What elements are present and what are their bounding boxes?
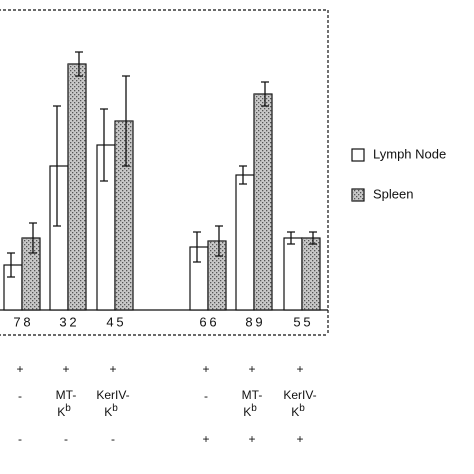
n-label: 4 — [106, 314, 113, 329]
bar-texture — [254, 94, 272, 310]
bar — [49, 165, 69, 311]
legend-label: Spleen — [373, 186, 413, 201]
legend-texture — [352, 189, 364, 201]
n-label: 5 — [293, 314, 300, 329]
condition-label: + — [62, 362, 69, 376]
condition-label: KerIV- — [283, 388, 316, 402]
n-label: 5 — [303, 314, 310, 329]
condition-label: Kb — [291, 403, 305, 420]
bar — [96, 144, 116, 311]
n-label: 8 — [245, 314, 252, 329]
condition-label: - — [204, 389, 208, 403]
error-bar — [261, 81, 269, 107]
bar — [189, 246, 209, 311]
condition-label: - — [18, 432, 22, 446]
error-bar — [287, 231, 295, 245]
error-bar — [29, 222, 37, 254]
condition-sup: b — [112, 403, 118, 414]
condition-label: MT- — [242, 388, 263, 402]
condition-sup: b — [299, 403, 305, 414]
condition-label: + — [202, 362, 209, 376]
bar — [235, 174, 255, 311]
condition-label: KerIV- — [96, 388, 129, 402]
condition-label: - — [111, 432, 115, 446]
n-label: 2 — [69, 314, 76, 329]
condition-label: + — [109, 362, 116, 376]
error-bar — [53, 105, 61, 227]
bar-texture — [68, 64, 86, 310]
n-label: 7 — [13, 314, 20, 329]
n-label: 9 — [255, 314, 262, 329]
frame — [0, 9, 329, 336]
n-label: 8 — [23, 314, 30, 329]
condition-label: + — [202, 432, 209, 446]
condition-label: MT- — [56, 388, 77, 402]
n-label: 3 — [59, 314, 66, 329]
condition-label: Kb — [104, 403, 118, 420]
condition-label: + — [248, 362, 255, 376]
n-label: 6 — [209, 314, 216, 329]
error-bar — [7, 252, 15, 278]
condition-base: K — [243, 405, 251, 419]
n-label: 5 — [116, 314, 123, 329]
legend-swatch — [351, 148, 365, 162]
condition-label: + — [16, 362, 23, 376]
condition-base: K — [291, 405, 299, 419]
condition-base: K — [57, 405, 65, 419]
condition-label: + — [248, 432, 255, 446]
condition-label: Kb — [243, 403, 257, 420]
error-bar — [122, 75, 130, 167]
bar-texture — [22, 238, 40, 310]
bar-texture — [115, 121, 133, 310]
error-bar — [75, 51, 83, 77]
bar-texture — [302, 238, 320, 310]
condition-sup: b — [65, 403, 71, 414]
condition-base: K — [104, 405, 112, 419]
bar — [3, 264, 23, 311]
error-bar — [193, 231, 201, 263]
error-bar — [309, 231, 317, 245]
condition-label: Kb — [57, 403, 71, 420]
bar-texture — [208, 241, 226, 310]
condition-label: - — [18, 389, 22, 403]
bar — [283, 237, 303, 311]
legend-label: Lymph Node — [373, 146, 446, 161]
condition-label: + — [296, 362, 303, 376]
error-bar — [215, 225, 223, 257]
n-label: 6 — [199, 314, 206, 329]
error-bar — [100, 108, 108, 182]
error-bar — [239, 165, 247, 185]
condition-sup: b — [251, 403, 257, 414]
condition-label: + — [296, 432, 303, 446]
condition-label: - — [64, 432, 68, 446]
